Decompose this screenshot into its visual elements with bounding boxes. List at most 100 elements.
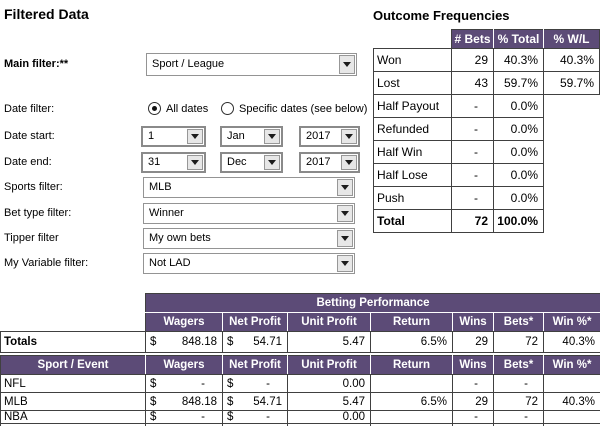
chevron-down-icon [341,211,349,216]
my-variable-filter-dropdown[interactable]: Not LAD [143,253,355,274]
row-label: Totals [0,331,146,353]
currency-symbol: $ [227,411,234,423]
table-header-row: Wagers Net Profit Unit Profit Return Win… [1,312,600,332]
currency-symbol: $ [150,336,157,348]
date-start-year-value: 2017 [306,130,331,142]
dropdown-button[interactable] [187,129,203,144]
table-row: Half Win - 0.0% [373,140,600,164]
table-cell: $848.18 [145,392,223,411]
table-cell: 100.0% [493,209,544,233]
table-cell [370,374,453,393]
table-cell: 0.00 [287,410,371,424]
cell-value: - [201,377,205,390]
table-cell: 72 [493,331,544,353]
dropdown-button[interactable] [341,129,357,144]
dropdown-button[interactable] [337,230,353,247]
my-variable-filter-label: My Variable filter: [4,257,89,269]
cell-value: 54.71 [253,336,282,348]
radio-all-dates[interactable]: All dates [148,102,208,115]
cell-value: 54.71 [253,395,282,408]
table-cell: 40.3% [493,48,544,72]
total-row: Total 72 100.0% [373,209,600,233]
currency-symbol: $ [150,377,157,390]
currency-symbol: $ [227,395,234,408]
radio-specific-dates[interactable]: Specific dates (see below) [221,102,367,115]
dropdown-button[interactable] [337,179,353,196]
column-header: % Total [493,29,544,49]
dropdown-button[interactable] [264,129,280,144]
table-cell: 59.7% [493,71,544,95]
table-cell: 6.5% [370,331,453,353]
table-cell [543,410,600,424]
table-cell: - [451,163,494,187]
date-end-month-dropdown[interactable]: Dec [220,152,283,173]
table-cell: 40.3% [542,331,600,353]
spacer-cell [1,313,146,332]
date-start-month-dropdown[interactable]: Jan [220,126,283,147]
table-cell: $ - [145,374,223,393]
date-start-day-dropdown[interactable]: 1 [141,126,206,147]
table-row: NFL $ - $ - 0.00 - - [0,374,600,393]
chevron-down-icon [341,236,349,241]
date-start-day-value: 1 [148,130,155,142]
table-row: Half Payout - 0.0% [373,94,600,118]
table-cell: 0.0% [493,117,544,141]
outcome-frequencies-title: Outcome Frequencies [373,8,510,23]
chevron-down-icon [268,160,276,165]
table-cell: 40.3% [543,392,600,411]
main-filter-label: Main filter:** [4,58,69,70]
cell-value: - [266,377,270,390]
tipper-filter-dropdown[interactable]: My own bets [143,228,355,249]
table-cell: - [452,410,494,424]
dropdown-button[interactable] [339,55,355,74]
date-end-year-dropdown[interactable]: 2017 [299,152,360,173]
column-header: Wagers [145,355,223,375]
table-cell: 6.5% [370,392,453,411]
betting-performance-sport-table: Sport / Event Wagers Net Profit Unit Pro… [0,355,600,426]
spacer-cell [544,210,600,233]
table-row: Won 29 40.3% 40.3% [373,48,600,72]
date-start-year-dropdown[interactable]: 2017 [299,126,360,147]
spacer-cell [544,164,600,187]
table-cell: - [451,94,494,118]
table-cell: $848.18 [145,331,223,353]
row-label: Half Payout [373,94,452,118]
date-end-day-dropdown[interactable]: 31 [141,152,206,173]
row-label: Won [373,48,452,72]
row-label: Push [373,186,452,210]
row-label: Half Lose [373,163,452,187]
outcome-frequencies-table: # Bets % Total % W/L Won 29 40.3% 40.3% … [373,29,600,233]
date-start-label: Date start: [4,130,55,142]
spacer-cell [1,294,146,313]
column-header: Return [370,355,453,375]
chevron-down-icon [341,185,349,190]
cell-value: - [266,411,270,423]
dropdown-button[interactable] [337,255,353,272]
table-cell: $ - [222,410,288,424]
bet-type-filter-dropdown[interactable]: Winner [143,203,355,224]
table-cell: 0.0% [493,186,544,210]
dropdown-button[interactable] [337,205,353,222]
table-cell: 59.7% [543,71,600,95]
column-header: # Bets [451,29,494,49]
table-cell: 0.00 [287,374,371,393]
date-filter-label: Date filter: [4,103,55,115]
table-cell: 5.47 [287,392,371,411]
row-label: NFL [0,374,146,393]
column-header: Bets* [493,355,544,375]
table-cell: 29 [452,331,494,353]
column-header: Net Profit [222,312,288,332]
chevron-down-icon [191,134,199,139]
column-header: Wins [452,312,494,332]
sports-filter-dropdown[interactable]: MLB [143,177,355,198]
table-header-row: # Bets % Total % W/L [374,29,600,49]
table-row: NBA $ - $ - 0.00 - - [0,410,600,424]
row-label: Half Win [373,140,452,164]
dropdown-button[interactable] [341,155,357,170]
column-header: Sport / Event [0,355,146,375]
radio-specific-dates-label: Specific dates (see below) [239,102,368,115]
main-filter-dropdown[interactable]: Sport / League [146,53,357,76]
dropdown-button[interactable] [264,155,280,170]
table-cell: 72 [451,209,494,233]
dropdown-button[interactable] [187,155,203,170]
